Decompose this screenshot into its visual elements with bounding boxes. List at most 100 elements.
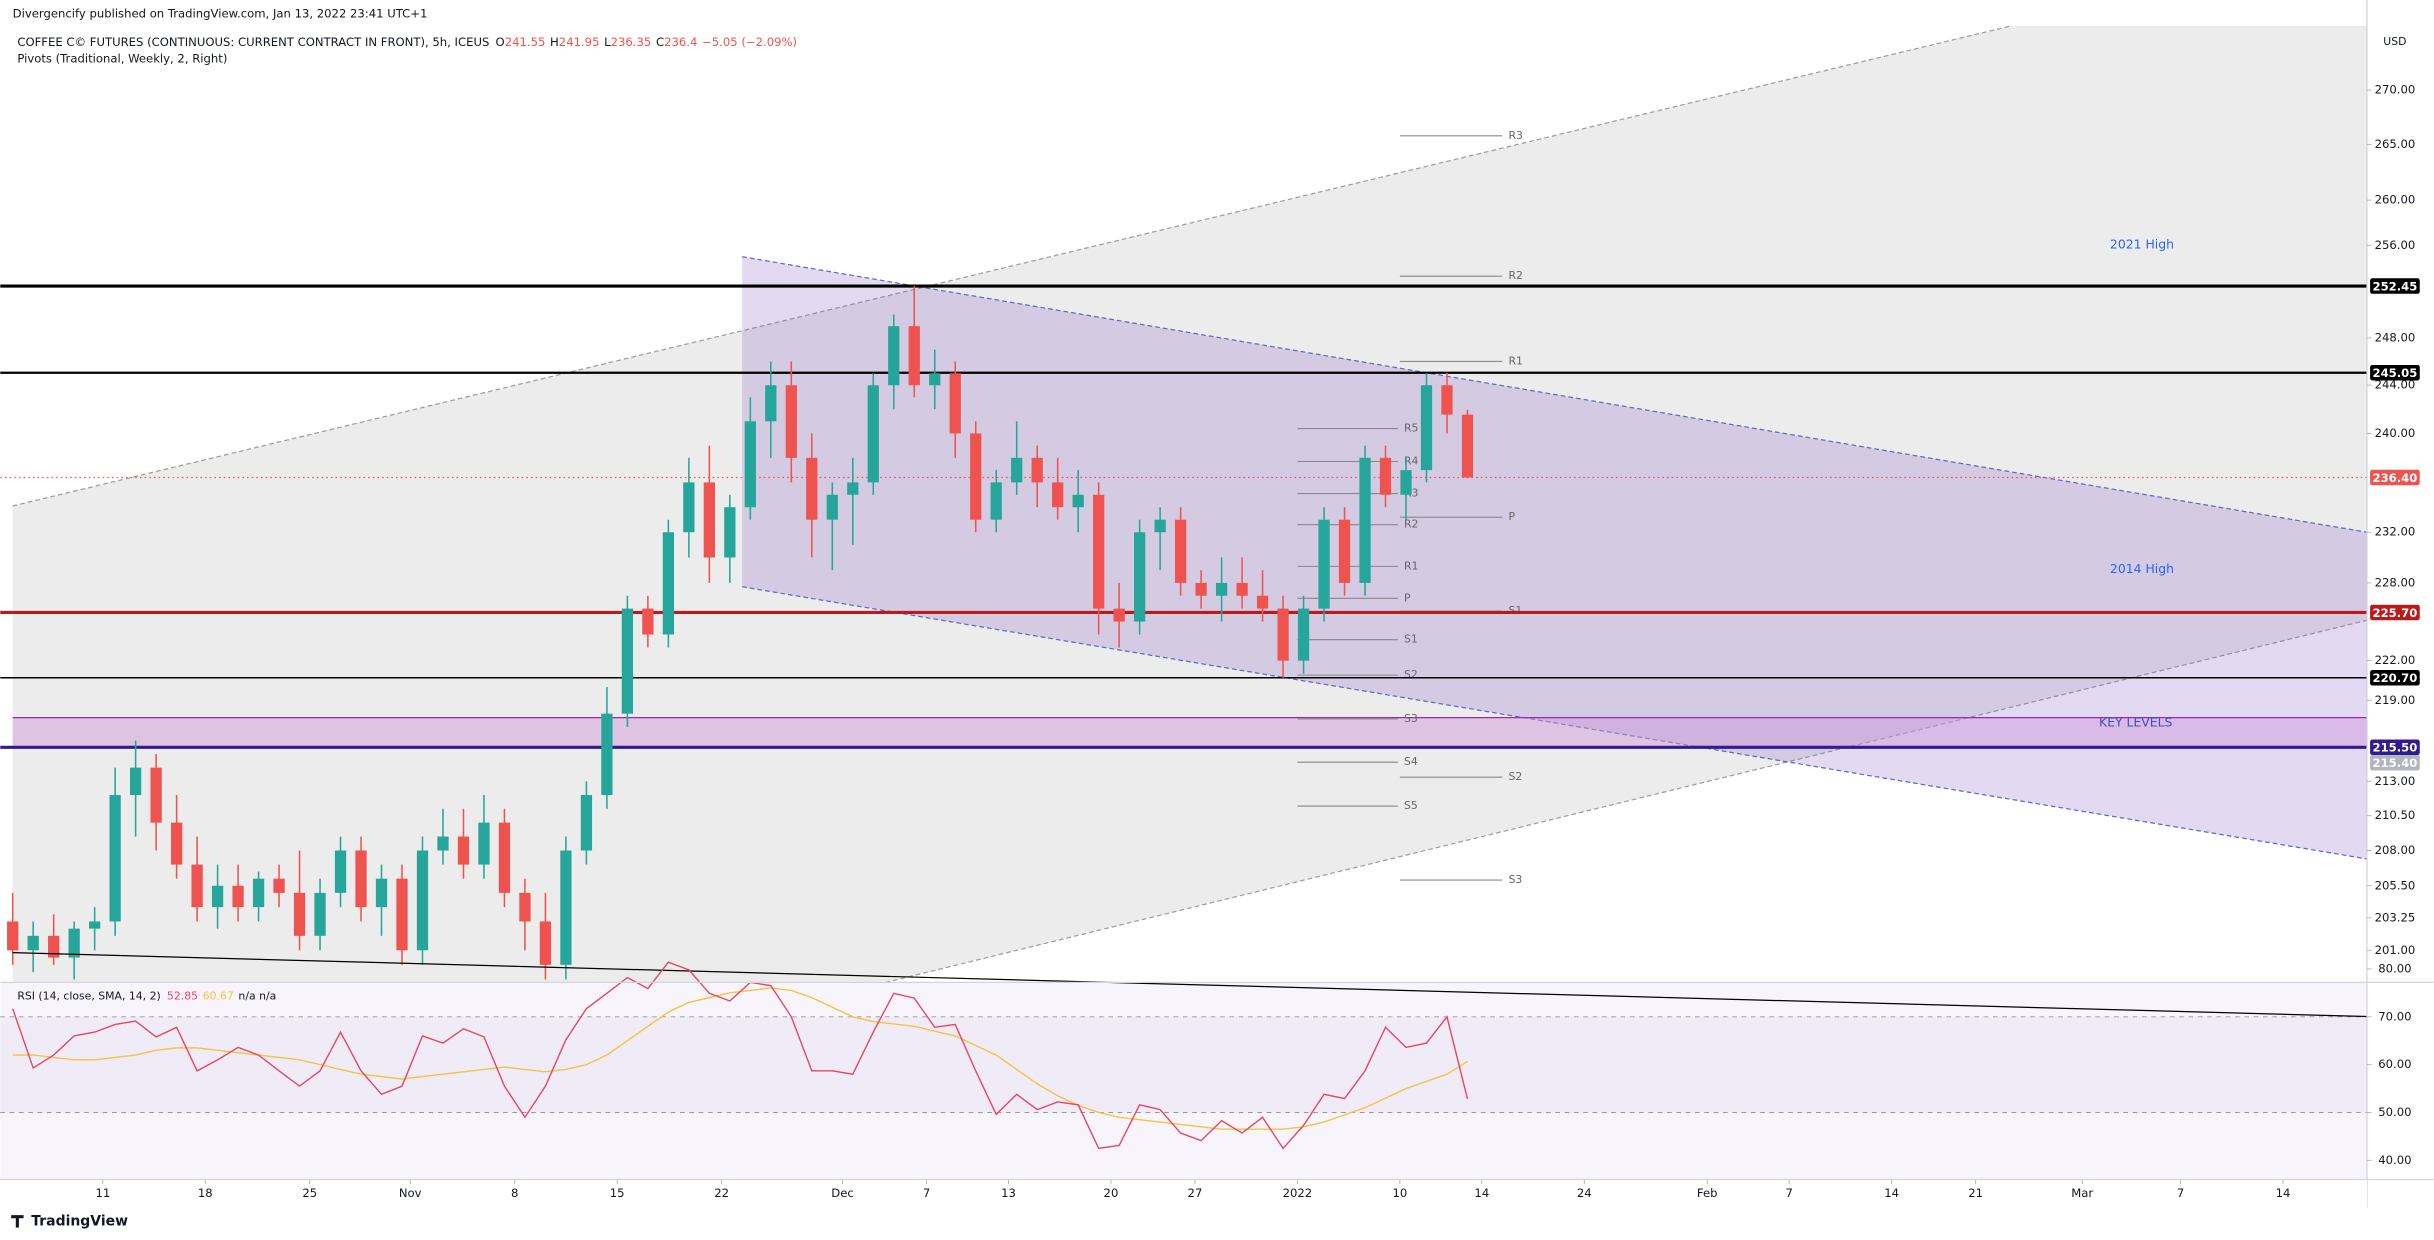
candle-body bbox=[437, 836, 449, 851]
candle-body bbox=[191, 864, 203, 908]
publisher: Divergencify published on TradingView.co… bbox=[13, 6, 428, 20]
x-tick-label: 10 bbox=[1392, 1186, 1407, 1200]
rsi-title: RSI (14, close, SMA, 14, 2) bbox=[17, 989, 160, 1002]
candle-body bbox=[1215, 582, 1228, 596]
x-tick-label: 25 bbox=[302, 1186, 317, 1200]
y-tick-label: 40.00 bbox=[2378, 1153, 2411, 1167]
trendline bbox=[12, 952, 2368, 1018]
pivot-label: R2 bbox=[1509, 269, 1523, 282]
symbol: COFFEE C© FUTURES (CONTINUOUS: CURRENT C… bbox=[17, 34, 489, 48]
logo-icon bbox=[11, 1215, 24, 1228]
pivot-label: P bbox=[1404, 591, 1411, 604]
candle-body bbox=[806, 457, 818, 520]
candle-body bbox=[170, 822, 183, 865]
candle-body bbox=[703, 482, 715, 558]
ohlc-letter: L bbox=[604, 34, 611, 48]
y-tick-label: 213.00 bbox=[2375, 774, 2416, 788]
y-tick-label: 265.00 bbox=[2375, 137, 2416, 151]
x-tick-label: 15 bbox=[610, 1186, 625, 1200]
y-tick-label: 203.25 bbox=[2375, 910, 2416, 924]
candle-body bbox=[826, 494, 838, 520]
candle-body bbox=[765, 385, 777, 422]
candle-body bbox=[642, 608, 654, 635]
indicator-legend: Pivots (Traditional, Weekly, 2, Right) bbox=[17, 51, 227, 65]
candle-body bbox=[990, 482, 1002, 520]
x-tick-label: 14 bbox=[1474, 1186, 1489, 1200]
pivot-label: R3 bbox=[1509, 129, 1524, 142]
pivot-label: R1 bbox=[1509, 354, 1523, 367]
time-axis bbox=[0, 1179, 2367, 1208]
candle-body bbox=[48, 935, 60, 958]
y-tick-label: 228.00 bbox=[2375, 575, 2416, 589]
candle-body bbox=[867, 385, 879, 483]
y-tick-label: 260.00 bbox=[2375, 193, 2416, 207]
candle-body bbox=[785, 385, 797, 458]
y-tick-label: 219.00 bbox=[2375, 693, 2416, 707]
y-tick-label: 80.00 bbox=[2378, 961, 2411, 975]
candle-body bbox=[252, 878, 265, 908]
axes-layer: 252.45 245.05 236.40 225.70 220.70 215.50215.… bbox=[95, 83, 2420, 1200]
candle-body bbox=[396, 878, 408, 951]
channel-line bbox=[12, 25, 2011, 507]
pivot-label: S1 bbox=[1404, 633, 1418, 646]
price-label-bg bbox=[2370, 670, 2420, 686]
candle-body bbox=[498, 822, 511, 893]
candle-body bbox=[929, 373, 941, 386]
currency[interactable]: USD bbox=[2383, 35, 2406, 48]
channel-fill bbox=[742, 256, 2367, 859]
candle-body bbox=[1420, 385, 1433, 471]
channel-line bbox=[885, 619, 2368, 983]
x-tick-label: 11 bbox=[95, 1186, 110, 1200]
x-tick-label: 20 bbox=[1104, 1186, 1119, 1200]
price-label-bg bbox=[2370, 278, 2420, 294]
channel-line bbox=[742, 586, 2368, 860]
x-tick-label: Mar bbox=[2071, 1186, 2093, 1200]
price-label: 215.40 bbox=[2372, 756, 2417, 770]
channel-line bbox=[742, 256, 2368, 533]
candle-body bbox=[1441, 385, 1453, 415]
y-tick-label: 248.00 bbox=[2375, 330, 2416, 344]
candle-body bbox=[908, 326, 920, 386]
price-label-bg bbox=[2370, 469, 2420, 486]
rsi-legend: RSI (14, close, SMA, 14, 2) 52.85 60.67 n/a… bbox=[17, 989, 276, 1002]
candle-body bbox=[949, 373, 961, 434]
price-label: 236.40 bbox=[2372, 471, 2417, 485]
candle-body bbox=[1359, 457, 1371, 583]
x-tick-label: 13 bbox=[1001, 1186, 1016, 1200]
logo: TradingView bbox=[31, 1213, 128, 1229]
price-label-bg bbox=[2370, 604, 2420, 621]
y-tick-label: 208.00 bbox=[2375, 843, 2416, 857]
x-tick-label: 18 bbox=[198, 1186, 213, 1200]
x-tick-label: 2022 bbox=[1283, 1186, 1313, 1200]
y-tick-label: 222.00 bbox=[2375, 653, 2416, 667]
x-tick-label: 27 bbox=[1188, 1186, 1203, 1200]
candle-body bbox=[662, 532, 675, 635]
x-tick-label: 8 bbox=[511, 1186, 518, 1200]
ohlc-letter: O bbox=[496, 34, 505, 48]
candle-body bbox=[847, 482, 859, 495]
y-tick-label: 60.00 bbox=[2378, 1057, 2411, 1071]
rsi-line bbox=[12, 961, 1469, 1150]
candle-body bbox=[970, 433, 982, 520]
x-tick-label: Nov bbox=[399, 1186, 422, 1200]
candle-body bbox=[355, 850, 367, 908]
x-tick-label: Dec bbox=[831, 1186, 854, 1200]
pivot-label: S5 bbox=[1404, 799, 1418, 812]
y-tick-label: 244.00 bbox=[2375, 378, 2416, 392]
x-tick-label: 22 bbox=[714, 1186, 729, 1200]
candle-body bbox=[211, 885, 224, 908]
rsi-background bbox=[0, 982, 2367, 1180]
y-tick-label: 210.50 bbox=[2375, 808, 2416, 822]
candle-body bbox=[601, 713, 613, 796]
candle-body bbox=[89, 921, 101, 929]
price-axis bbox=[2366, 0, 2434, 1208]
ohlc-value: 241.95 bbox=[559, 34, 600, 48]
ohlc-value: 241.55 bbox=[505, 34, 546, 48]
candle-body bbox=[560, 850, 572, 965]
candle-body bbox=[232, 885, 244, 908]
candle-body bbox=[1236, 582, 1248, 596]
candle-body bbox=[1093, 494, 1105, 609]
